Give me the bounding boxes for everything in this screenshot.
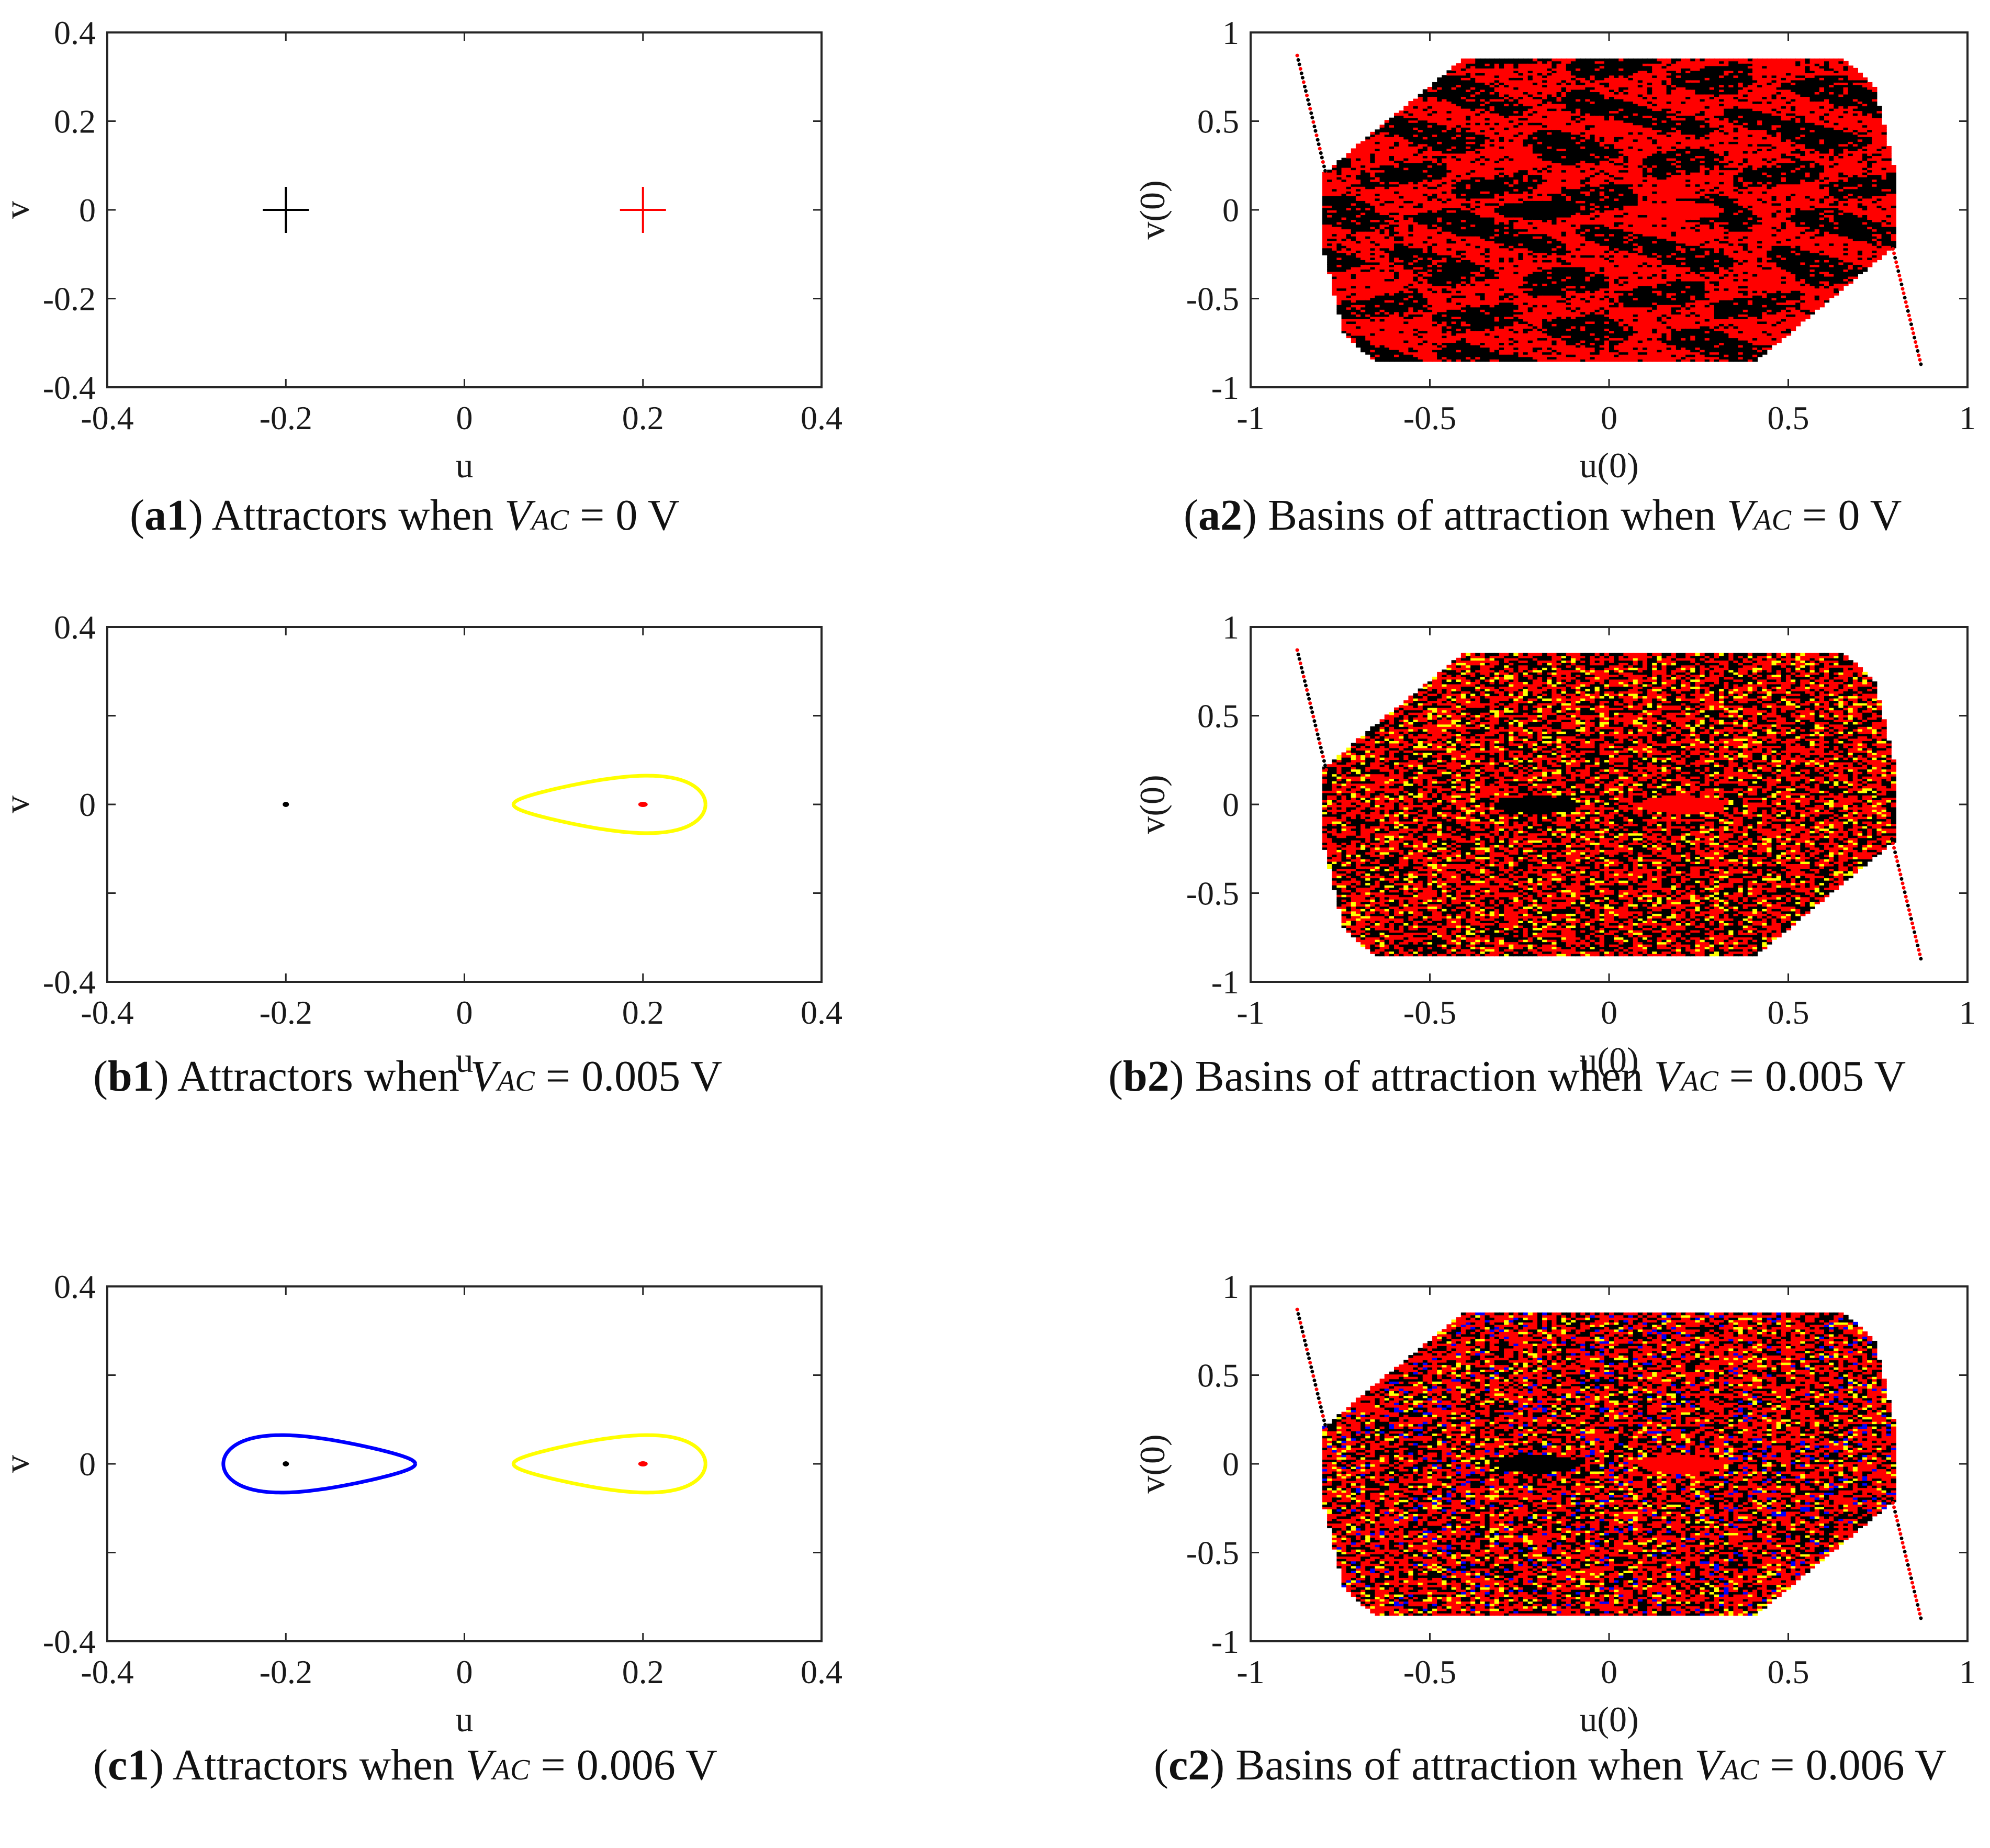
x-axis-label: u(0) bbox=[1579, 1040, 1638, 1080]
x-tick-label: -0.5 bbox=[1403, 1653, 1456, 1690]
caption-c2: (c2) Basins of attraction when VAC = 0.0… bbox=[1154, 1740, 1947, 1790]
caption-a1: (a1) Attractors when VAC = 0 V bbox=[130, 490, 680, 541]
y-tick-label: 0.5 bbox=[1197, 1357, 1239, 1394]
marker-a1 bbox=[620, 187, 666, 233]
x-tick-label: 1 bbox=[1959, 399, 1976, 436]
marker-a1 bbox=[263, 187, 309, 233]
plot-area-b2 bbox=[1295, 648, 1923, 961]
plot-area-c2 bbox=[1295, 1307, 1923, 1620]
orbit-c1 bbox=[221, 1433, 418, 1495]
panel-c2: -1 -0.5 0 0.5 1 1 0.5 0 -0.5 -1 u(0) v(0) bbox=[1132, 1268, 1976, 1739]
x-tick-label: 0.5 bbox=[1768, 399, 1809, 436]
y-tick-label: -0.5 bbox=[1186, 281, 1239, 318]
x-tick-label: 0.2 bbox=[622, 1653, 664, 1690]
caption-a2: (a2) Basins of attraction when VAC = 0 V bbox=[1184, 490, 1902, 541]
y-tick-label: 1 bbox=[1222, 14, 1239, 51]
x-axis-label: u bbox=[456, 445, 474, 485]
orbit-b1 bbox=[511, 774, 707, 835]
x-tick-label: 0.2 bbox=[622, 399, 664, 436]
x-tick-label: 0.4 bbox=[801, 1653, 842, 1690]
marker-c1 bbox=[283, 1461, 289, 1466]
y-tick-label: -0.5 bbox=[1186, 875, 1239, 912]
x-tick-label: 0 bbox=[456, 994, 473, 1031]
x-tick-label: 0 bbox=[456, 1653, 473, 1690]
y-tick-label: -0.2 bbox=[43, 281, 96, 318]
y-tick-label: 0.4 bbox=[54, 1268, 96, 1305]
x-tick-label: 0 bbox=[456, 399, 473, 436]
x-axis-label: u(0) bbox=[1579, 445, 1638, 485]
x-tick-label: -0.4 bbox=[81, 994, 133, 1031]
y-tick-label: -0.4 bbox=[43, 964, 96, 1001]
y-tick-label: 0 bbox=[79, 786, 96, 823]
marker-b1 bbox=[638, 802, 648, 807]
y-axis-label: v bbox=[0, 201, 37, 219]
x-tick-label: -0.5 bbox=[1403, 399, 1456, 436]
marker-b1 bbox=[283, 802, 289, 807]
x-tick-label: 1 bbox=[1959, 994, 1976, 1031]
axes-frame-c1 bbox=[106, 1285, 823, 1642]
y-tick-label: 0.2 bbox=[54, 103, 96, 140]
y-tick-label: -0.4 bbox=[43, 369, 96, 406]
y-tick-label: 0 bbox=[1222, 192, 1239, 229]
y-tick-label: 1 bbox=[1222, 609, 1239, 646]
plot-area-a2 bbox=[1295, 53, 1923, 366]
y-tick-label: -1 bbox=[1211, 964, 1239, 1001]
panel-a1: -0.4 -0.2 0 0.2 0.4 0.4 0.2 0 -0.2 -0.4 u v bbox=[0, 14, 842, 485]
x-tick-label: 0 bbox=[1601, 994, 1617, 1031]
y-tick-label: -1 bbox=[1211, 1623, 1239, 1660]
y-axis-label: v(0) bbox=[1132, 775, 1172, 834]
y-tick-label: 0 bbox=[79, 192, 96, 229]
panel-b2: -1 -0.5 0 0.5 1 1 0.5 0 -0.5 -1 u(0) v(0) bbox=[1132, 609, 1976, 1080]
panel-b1: -0.4 -0.2 0 0.2 0.4 0.4 0 -0.4 u v bbox=[0, 609, 842, 1080]
caption-b1: (b1) Attractors when VAC = 0.005 V bbox=[93, 1051, 722, 1102]
x-tick-label: 1 bbox=[1959, 1653, 1976, 1690]
x-tick-label: -1 bbox=[1236, 399, 1264, 436]
caption-c1: (c1) Attractors when VAC = 0.006 V bbox=[93, 1740, 717, 1790]
y-tick-label: -1 bbox=[1211, 369, 1239, 406]
x-tick-label: 0.5 bbox=[1768, 1653, 1809, 1690]
y-tick-label: 0 bbox=[79, 1446, 96, 1483]
x-tick-label: 0.4 bbox=[801, 399, 842, 436]
y-tick-label: -0.5 bbox=[1186, 1535, 1239, 1572]
axes-frame-a1 bbox=[106, 31, 823, 388]
x-tick-label: -0.2 bbox=[260, 399, 312, 436]
x-tick-label: -0.4 bbox=[81, 399, 133, 436]
y-tick-label: 0 bbox=[1222, 786, 1239, 823]
x-tick-label: -0.5 bbox=[1403, 994, 1456, 1031]
y-axis-label: v(0) bbox=[1132, 1434, 1172, 1493]
plot-area-b1 bbox=[283, 774, 707, 835]
y-tick-label: 0.5 bbox=[1197, 103, 1239, 140]
x-tick-label: 0 bbox=[1601, 1653, 1617, 1690]
marker-c1 bbox=[638, 1461, 648, 1466]
plot-area-a1 bbox=[263, 187, 666, 233]
y-tick-label: 0 bbox=[1222, 1446, 1239, 1483]
x-tick-label: -1 bbox=[1236, 994, 1264, 1031]
x-axis-label: u(0) bbox=[1579, 1699, 1638, 1739]
x-axis-label: u bbox=[456, 1699, 474, 1739]
x-tick-label: 0.4 bbox=[801, 994, 842, 1031]
x-tick-label: 0 bbox=[1601, 399, 1617, 436]
y-axis-label: v bbox=[0, 796, 37, 813]
y-tick-label: 1 bbox=[1222, 1268, 1239, 1305]
x-tick-label: -1 bbox=[1236, 1653, 1264, 1690]
panel-c1: -0.4 -0.2 0 0.2 0.4 0.4 0 -0.4 u v bbox=[0, 1268, 842, 1739]
y-tick-label: 0.4 bbox=[54, 14, 96, 51]
plot-area-c1 bbox=[221, 1433, 707, 1495]
y-tick-label: -0.4 bbox=[43, 1623, 96, 1660]
x-tick-label: -0.2 bbox=[260, 1653, 312, 1690]
x-tick-label: -0.2 bbox=[260, 994, 312, 1031]
x-tick-label: 0.2 bbox=[622, 994, 664, 1031]
y-axis-label: v(0) bbox=[1132, 180, 1172, 239]
x-tick-label: 0.5 bbox=[1768, 994, 1809, 1031]
y-axis-label: v bbox=[0, 1455, 37, 1473]
panel-a2: -1 -0.5 0 0.5 1 1 0.5 0 -0.5 -1 u(0) v(0) bbox=[1132, 14, 1976, 485]
caption-b2: (b2) Basins of attraction when VAC = 0.0… bbox=[1108, 1051, 1906, 1102]
orbit-c1 bbox=[511, 1433, 707, 1495]
y-tick-label: 0.4 bbox=[54, 609, 96, 646]
x-tick-label: -0.4 bbox=[81, 1653, 133, 1690]
axes-frame-b1 bbox=[106, 626, 823, 983]
y-tick-label: 0.5 bbox=[1197, 698, 1239, 735]
x-axis-label: u bbox=[456, 1040, 474, 1080]
